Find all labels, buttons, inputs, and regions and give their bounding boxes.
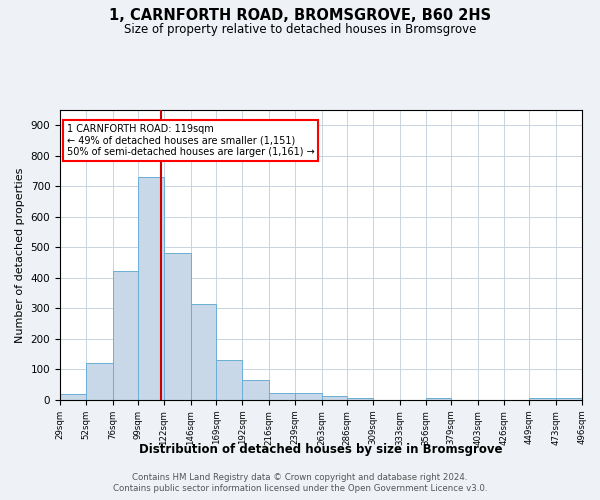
Text: Contains public sector information licensed under the Open Government Licence v3: Contains public sector information licen… <box>113 484 487 493</box>
Bar <box>138 177 164 400</box>
Text: 1 CARNFORTH ROAD: 119sqm
← 49% of detached houses are smaller (1,151)
50% of sem: 1 CARNFORTH ROAD: 119sqm ← 49% of detach… <box>67 124 314 157</box>
Bar <box>191 304 217 400</box>
Bar <box>529 398 556 400</box>
Text: Size of property relative to detached houses in Bromsgrove: Size of property relative to detached ho… <box>124 22 476 36</box>
Y-axis label: Number of detached properties: Number of detached properties <box>15 168 25 342</box>
Text: Distribution of detached houses by size in Bromsgrove: Distribution of detached houses by size … <box>139 442 503 456</box>
Bar <box>86 363 113 400</box>
Bar <box>113 271 138 400</box>
Bar <box>242 380 269 400</box>
Bar <box>295 394 322 400</box>
Bar <box>217 360 242 400</box>
Bar <box>269 394 295 400</box>
Bar <box>556 398 582 400</box>
Text: Contains HM Land Registry data © Crown copyright and database right 2024.: Contains HM Land Registry data © Crown c… <box>132 472 468 482</box>
Bar <box>425 398 451 400</box>
Text: 1, CARNFORTH ROAD, BROMSGROVE, B60 2HS: 1, CARNFORTH ROAD, BROMSGROVE, B60 2HS <box>109 8 491 22</box>
Bar <box>164 254 191 400</box>
Bar <box>322 396 347 400</box>
Bar <box>60 394 86 400</box>
Bar <box>347 398 373 400</box>
